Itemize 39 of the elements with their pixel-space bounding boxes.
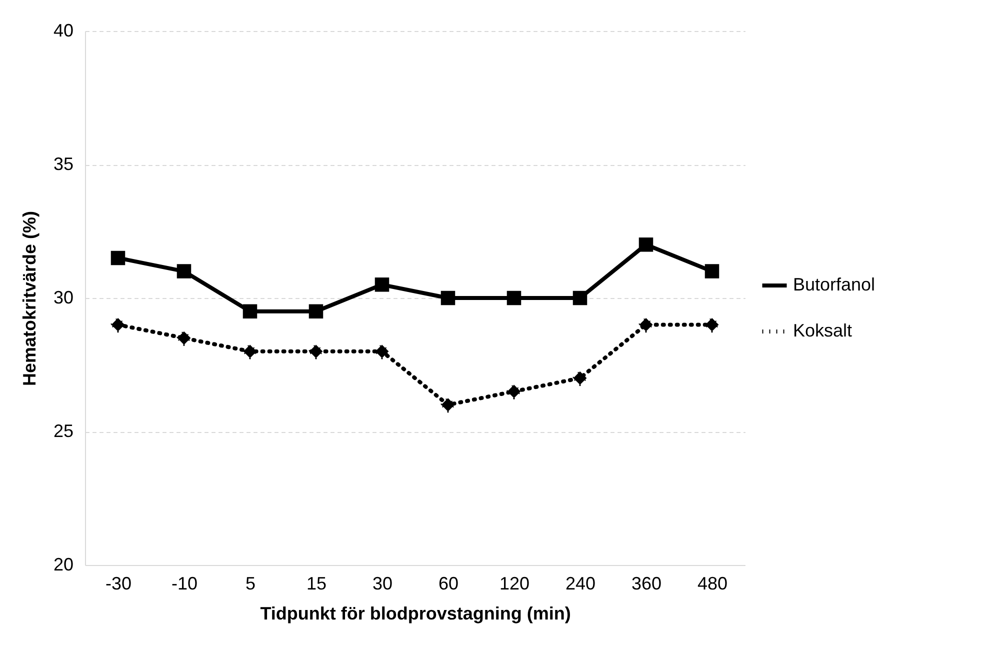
y-tick-label: 30: [53, 288, 74, 308]
x-tick-label: -10: [171, 574, 198, 594]
x-tick-label: 15: [306, 574, 327, 594]
x-tick-label: 60: [438, 574, 459, 594]
point: [308, 304, 324, 318]
x-axis-title: Tidpunkt för blodprovstagning (min): [260, 604, 571, 624]
point: [572, 290, 588, 306]
point: [242, 344, 258, 360]
point: [110, 316, 126, 332]
point: [374, 278, 390, 292]
point: [176, 330, 192, 346]
point: [308, 344, 324, 360]
x-tick-label: 240: [565, 574, 596, 594]
point: [572, 370, 588, 386]
point: [638, 237, 654, 252]
legend-label: Butorfanol: [793, 274, 876, 294]
point: [638, 316, 654, 332]
point: [176, 264, 192, 278]
point: [374, 344, 390, 360]
x-tick-label: 480: [697, 574, 728, 594]
y-tick-label: 40: [53, 20, 74, 40]
x-tick-label: 30: [372, 574, 393, 594]
y-axis-title: Hematokritvärde (%): [19, 210, 40, 386]
y-tick-label: 25: [53, 421, 74, 441]
x-tick-label: -30: [105, 574, 132, 594]
x-tick-label: 5: [245, 574, 256, 594]
legend-label: Koksalt: [793, 320, 852, 340]
point: [704, 316, 720, 332]
x-tick-label: 360: [631, 574, 662, 594]
x-tick-label: 120: [499, 574, 530, 594]
point: [110, 250, 126, 266]
y-tick-label: 35: [53, 154, 74, 174]
point: [440, 397, 456, 413]
y-tick-label: 20: [53, 554, 74, 574]
point: [704, 264, 720, 278]
point: [506, 290, 522, 306]
point: [242, 304, 258, 318]
point: [440, 290, 456, 306]
point: [506, 384, 522, 400]
